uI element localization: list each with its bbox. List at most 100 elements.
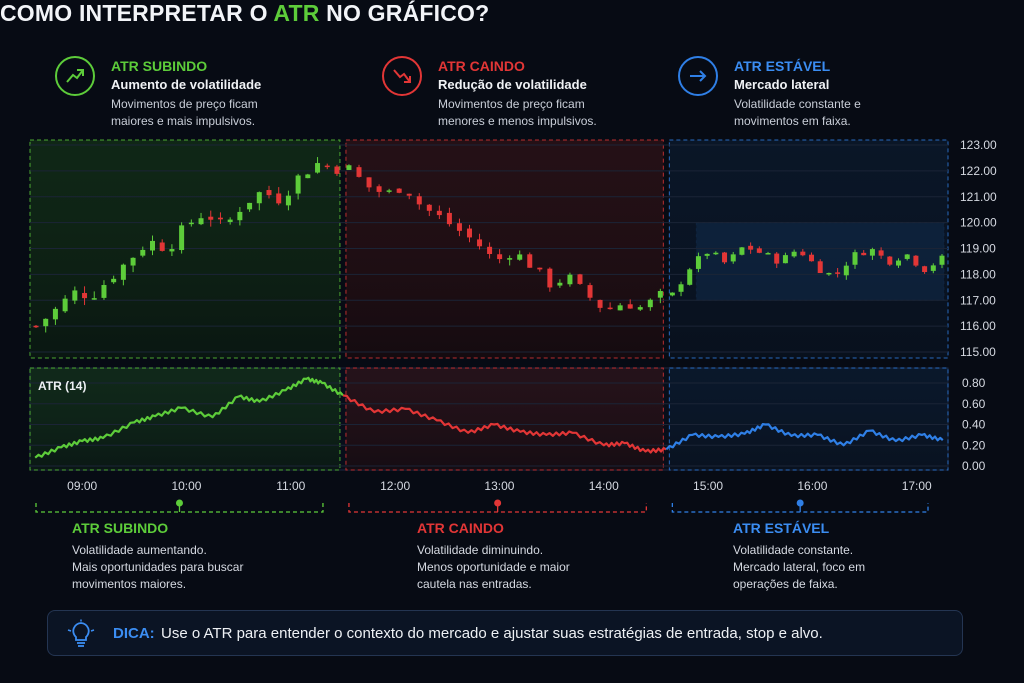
candle-body <box>188 222 194 225</box>
candle-body <box>756 248 762 253</box>
candle-body <box>276 193 282 204</box>
price-tick-label: 119.00 <box>960 242 996 256</box>
candle-body <box>52 308 58 320</box>
candle-body <box>43 318 49 327</box>
candle-body <box>62 298 68 312</box>
candle-body <box>800 251 806 256</box>
price-tick-label: 122.00 <box>960 164 997 178</box>
x-tick-label: 12:00 <box>380 479 410 493</box>
candle-body <box>324 165 330 168</box>
tip-label: DICA: <box>113 625 155 642</box>
candle-body <box>33 325 39 328</box>
atr-line-down <box>342 394 667 454</box>
x-tick-label: 16:00 <box>797 479 827 493</box>
price-tick-label: 120.00 <box>960 216 997 230</box>
annotation-atr-up: ATR SUBINDO Volatilidade aumentando. Mais… <box>72 520 332 593</box>
candle-body <box>487 246 493 254</box>
price-tick-label: 115.00 <box>960 345 996 359</box>
candle-body <box>159 242 165 251</box>
candle-body <box>861 252 867 256</box>
candle-body <box>647 299 653 308</box>
candle-body <box>477 239 483 247</box>
candle-body <box>782 255 788 264</box>
card-description: Movimentos de preço ficam maiores e mais … <box>111 97 258 128</box>
candle-body <box>295 175 301 194</box>
annotation-description: Volatilidade diminuindo. Menos oportunida… <box>417 543 570 591</box>
atr-tick-label: 0.20 <box>962 438 986 452</box>
candle-body <box>587 285 593 298</box>
candle-body <box>256 192 262 204</box>
candle-body <box>217 217 223 220</box>
candle-body <box>376 186 382 192</box>
candle-body <box>356 167 362 177</box>
atr-tick-label: 0.60 <box>962 397 986 411</box>
candle-body <box>637 307 643 310</box>
candle-body <box>722 252 728 263</box>
candle-body <box>446 212 452 225</box>
candle-body <box>208 216 214 220</box>
candle-body <box>852 252 858 265</box>
annotation-atr-down: ATR CAINDO Volatilidade diminuindo. Menos… <box>417 520 677 593</box>
x-tick-label: 10:00 <box>171 479 201 493</box>
candle-body <box>466 228 472 238</box>
candle-body <box>285 195 291 206</box>
candle-body <box>140 249 146 256</box>
phase-box-atr <box>29 367 341 471</box>
trend-down-icon <box>382 56 422 96</box>
card-heading: ATR SUBINDO <box>111 58 208 74</box>
candle-body <box>913 255 919 266</box>
x-tick-label: 11:00 <box>276 479 305 493</box>
candle-body <box>567 274 573 285</box>
candle-body <box>547 268 553 288</box>
x-tick-label: 09:00 <box>67 479 97 493</box>
candle-body <box>669 292 675 296</box>
annotation-heading: ATR ESTÁVEL <box>733 520 830 536</box>
candle-body <box>179 225 185 251</box>
price-tick-label: 116.00 <box>960 319 996 333</box>
candle-body <box>247 202 253 210</box>
candle-body <box>617 305 623 311</box>
candle-body <box>713 252 719 255</box>
candle-body <box>72 290 78 301</box>
card-subheading: Redução de volatilidade <box>438 77 587 92</box>
atr-label: ATR (14) <box>38 379 86 393</box>
candle-body <box>169 249 175 252</box>
candle-body <box>896 260 902 266</box>
candle-body <box>809 254 815 262</box>
candle-body <box>597 299 603 308</box>
lightbulb-icon <box>66 619 96 654</box>
card-atr-up: ATR SUBINDO Aumento de volatilidade Movi… <box>55 56 355 132</box>
tip-box: DICA: Use o ATR para entender o contexto… <box>47 610 963 656</box>
atr-tick-label: 0.80 <box>962 376 986 390</box>
card-description: Volatilidade constante e movimentos em fa… <box>734 97 861 128</box>
candle-body <box>497 254 503 260</box>
candle-body <box>791 251 797 257</box>
phase-box-atr <box>345 367 664 471</box>
candle-body <box>82 293 88 299</box>
candle-body <box>396 188 402 193</box>
candle-body <box>557 282 563 286</box>
candle-body <box>227 219 233 223</box>
card-heading: ATR ESTÁVEL <box>734 58 831 74</box>
trend-up-icon <box>55 56 95 96</box>
candle-body <box>869 249 875 256</box>
x-tick-label: 14:00 <box>589 479 619 493</box>
x-tick-label: 17:00 <box>902 479 932 493</box>
candle-body <box>930 265 936 271</box>
candle-body <box>334 166 340 174</box>
card-heading: ATR CAINDO <box>438 58 525 74</box>
x-tick-label: 15:00 <box>693 479 723 493</box>
candle-body <box>704 253 710 256</box>
arrow-right-icon <box>678 56 718 96</box>
candle-body <box>237 211 243 221</box>
candle-body <box>507 258 513 260</box>
card-description: Movimentos de preço ficam menores e menos… <box>438 97 597 128</box>
candle-body <box>739 247 745 255</box>
candle-body <box>386 190 392 192</box>
candle-body <box>835 272 841 274</box>
price-tick-label: 123.00 <box>960 138 997 152</box>
candle-body <box>887 256 893 265</box>
candle-body <box>527 254 533 268</box>
candle-body <box>406 193 412 196</box>
